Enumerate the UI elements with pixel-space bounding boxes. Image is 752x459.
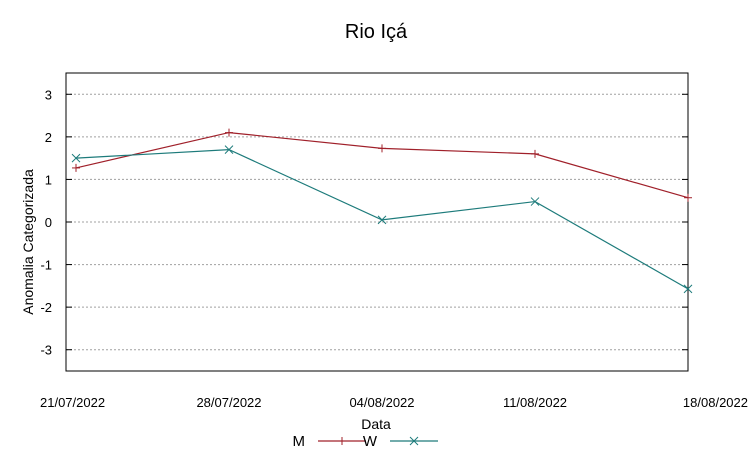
data-point	[72, 163, 80, 172]
y-tick-label: -3	[40, 343, 52, 358]
chart-title: Rio Içá	[345, 21, 408, 43]
x-marker	[224, 145, 234, 154]
legend-label: W	[363, 433, 378, 450]
data-point	[530, 197, 540, 206]
data-point	[71, 153, 81, 163]
y-tick-label: 0	[45, 215, 52, 230]
x-marker	[530, 197, 540, 206]
x-tick-label: 04/08/2022	[349, 395, 414, 410]
gridlines	[66, 93, 688, 351]
y-tick-label: -1	[40, 258, 52, 273]
x-tick-label: 21/07/2022	[40, 395, 105, 410]
x-tick-label: 11/08/2022	[503, 395, 567, 410]
y-tick-label: 2	[45, 130, 52, 145]
legend-label: M	[293, 433, 306, 450]
x-marker	[409, 436, 419, 446]
x-marker	[683, 284, 693, 294]
series-m	[72, 128, 692, 202]
series-layer	[71, 128, 693, 294]
y-axis: 3 2 1 0 -1 -2 -3	[40, 87, 688, 358]
data-point	[683, 284, 693, 294]
data-point	[684, 193, 692, 202]
series-line	[75, 131, 689, 199]
data-point	[531, 149, 539, 158]
data-point	[378, 144, 386, 153]
y-tick-label: 3	[45, 87, 52, 102]
x-axis: 21/07/2022 28/07/2022 04/08/2022 11/08/2022…	[40, 395, 748, 410]
data-point	[377, 215, 387, 225]
x-tick-label: 18/08/2022	[683, 395, 748, 410]
x-marker	[377, 215, 387, 225]
data-point	[224, 145, 234, 154]
x-marker	[71, 153, 81, 163]
series-w	[71, 145, 693, 294]
y-tick-label: -2	[40, 300, 52, 315]
y-axis-title: Anomalia Categorizada	[20, 169, 36, 315]
data-point	[225, 128, 233, 137]
y-tick-label: 1	[45, 172, 52, 187]
legend-item-m: M	[293, 433, 366, 450]
x-tick-label: 28/07/2022	[196, 395, 261, 410]
x-axis-title: Data	[361, 416, 391, 432]
legend-item-w: W	[363, 433, 438, 450]
